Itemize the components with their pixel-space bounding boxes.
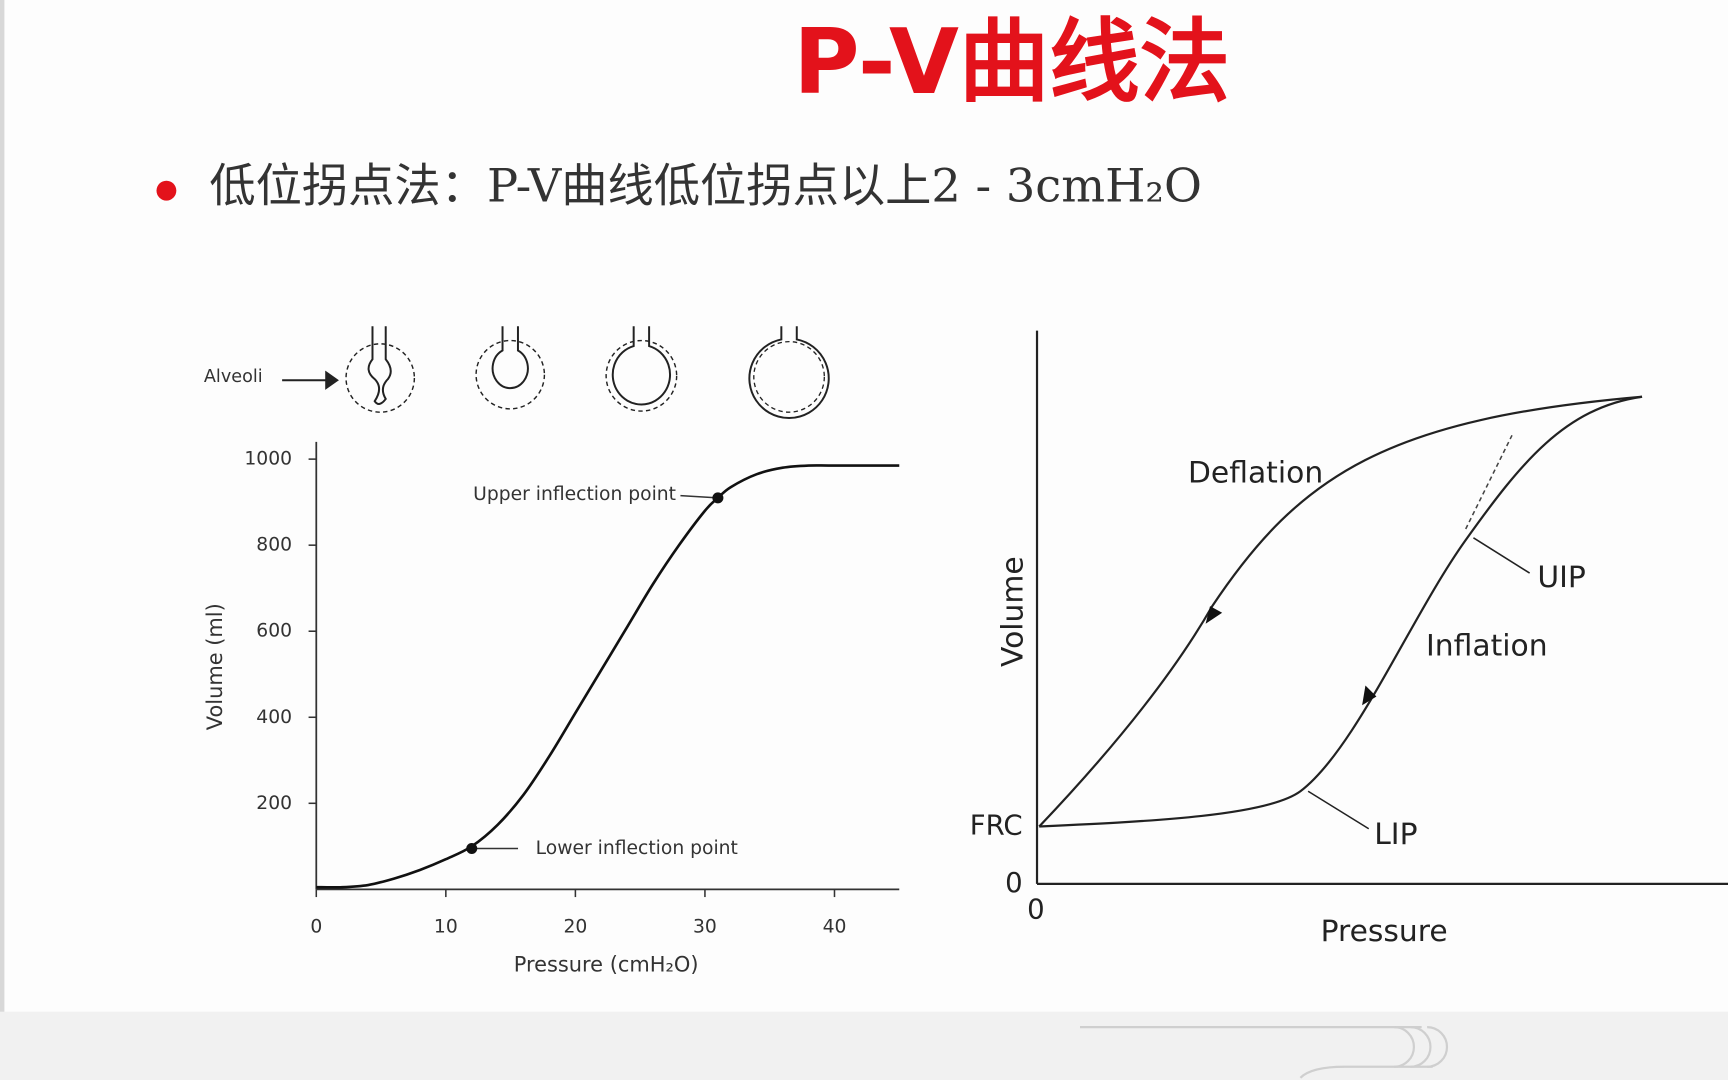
y-tick-label: 1000 (244, 449, 292, 470)
x-tick-label: 20 (563, 916, 587, 937)
inflection-point (466, 842, 478, 854)
footer-band (0, 1011, 1728, 1080)
alveoli-icons (282, 326, 830, 419)
inflection-point (712, 492, 724, 504)
bullet-dot (156, 180, 177, 201)
tangent-line (1465, 434, 1513, 530)
lip-label: LIP (1374, 817, 1417, 852)
x-tick-label: 30 (693, 916, 717, 937)
lip-leader (1307, 790, 1370, 830)
uip-label: UIP (1537, 560, 1586, 595)
deflation-arrow (1205, 606, 1223, 624)
pv-curve (316, 464, 900, 889)
footer-logo (1080, 1026, 1448, 1079)
left-edge (0, 0, 5, 1080)
alveoli-label: Alveoli (204, 367, 263, 387)
y-tick-label: 200 (256, 793, 292, 814)
frc-label: FRC (970, 810, 1023, 842)
x-tick-label: 10 (434, 916, 458, 937)
inflation-arrow (1362, 685, 1377, 706)
x-tick-label: 0 (310, 916, 322, 937)
annotation-label: Upper inflection point (473, 484, 676, 505)
chart-left: Pressure (cmH₂O) Volume (ml) 0 10 20 30 40 20… (203, 441, 900, 976)
x-axis-label: Pressure (cmH₂O) (514, 952, 699, 976)
uip-leader (1473, 537, 1531, 574)
y-tick-label: 600 (256, 621, 292, 642)
y-tick-label: 400 (256, 707, 292, 728)
x-tick-label: 40 (823, 916, 847, 937)
annotation-leader (680, 494, 718, 499)
y-tick-label: 800 (256, 535, 292, 556)
deflation-curve (1038, 395, 1643, 828)
inflation-label: Inflation (1426, 628, 1548, 663)
y-axis-label: Volume (ml) (203, 603, 227, 730)
inflation-curve (1039, 395, 1643, 828)
x-tick-label: 0 (1027, 893, 1045, 925)
slide-title: P-V曲线法 (793, 10, 1230, 115)
y-tick-label: 0 (1005, 867, 1023, 899)
annotation-label: Lower inflection point (536, 838, 738, 859)
deflation-label: Deflation (1188, 455, 1323, 490)
y-axis-label: Volume (995, 556, 1030, 667)
x-axis-label: Pressure (1321, 914, 1448, 949)
bullet-text: 低位拐点法：P-V曲线低位拐点以上2 - 3cmH₂O (209, 159, 1202, 213)
chart-right: Deflation UIP Inflation LIP FRC 0 0 Pres… (970, 330, 1728, 949)
